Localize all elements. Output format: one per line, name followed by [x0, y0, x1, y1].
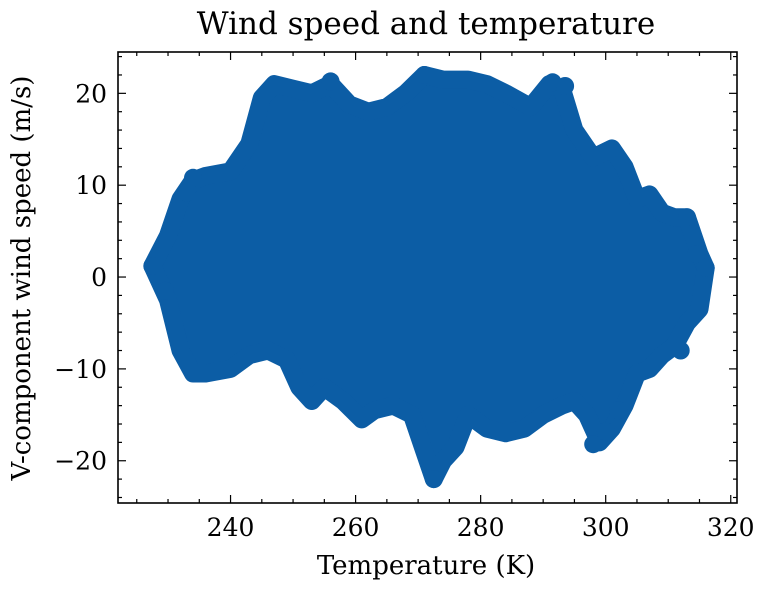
x-axis-label: Temperature (K) [317, 551, 535, 581]
scatter-point [184, 168, 202, 187]
chart-title: Wind speed and temperature [197, 6, 655, 42]
scatter-cloud [143, 66, 715, 489]
y-tick-label: −10 [54, 355, 107, 384]
scatter-point [678, 208, 696, 227]
scatter-point [696, 258, 715, 277]
scatter-outliers [143, 66, 715, 489]
y-tick-label: −20 [54, 447, 107, 476]
scatter-point [609, 401, 628, 420]
plot-frame [117, 51, 738, 504]
axis-tick-labels: 240 260 280 300 320 −20 −10 0 10 20 [54, 79, 754, 542]
y-tick-label: 0 [91, 263, 107, 292]
x-tick-label: 320 [707, 513, 755, 542]
x-tick-label: 240 [207, 513, 255, 542]
scatter-point [584, 435, 603, 454]
scatter-point [556, 77, 575, 95]
scatter-point [415, 66, 434, 84]
y-axis-label: V-component wind speed (m/s) [7, 76, 37, 482]
scatter-point [177, 183, 196, 202]
scatter-point [143, 257, 162, 275]
x-tick-label: 300 [582, 513, 630, 542]
x-tick-label: 260 [332, 513, 380, 542]
scatter-point [155, 281, 174, 300]
scatter-point [671, 341, 690, 360]
scatter-point [424, 470, 443, 489]
y-tick-label: 20 [75, 79, 107, 108]
scatter-point-cloud [143, 66, 715, 489]
scatter-point [596, 422, 615, 441]
y-tick-label: 10 [75, 171, 107, 200]
scatter-point [321, 72, 340, 91]
scatter-point [687, 245, 706, 264]
x-tick-label: 280 [457, 513, 505, 542]
